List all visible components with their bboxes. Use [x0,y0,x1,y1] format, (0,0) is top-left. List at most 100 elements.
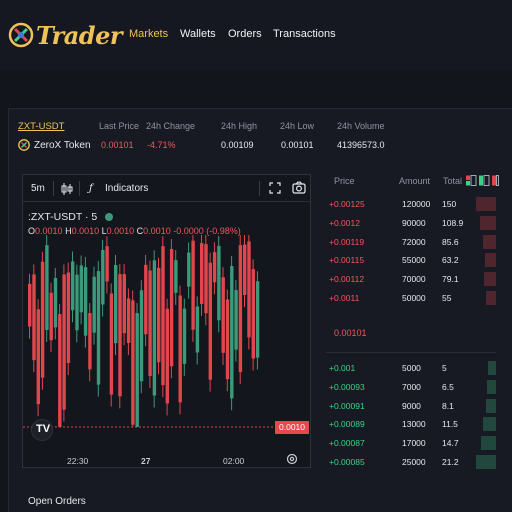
ask-depth-bar [483,272,496,287]
logo-text: Trader [36,20,123,50]
indicators-button[interactable]: Indicators [105,183,149,194]
candle [212,252,217,283]
candle [152,260,157,396]
bid-row[interactable]: +0.00087 17000 14.7 [326,434,496,453]
ask-amount: 70000 [402,274,426,285]
bid-depth-bar [483,417,496,432]
ask-price: +0.00115 [329,255,365,266]
ob-price-header: Price [334,176,355,186]
nav-wallets[interactable]: Wallets [180,28,216,40]
candle [255,281,260,358]
mid-price: 0.00101 [334,328,367,338]
ask-total: 79.1 [442,274,459,285]
ask-price: +0.00125 [329,199,365,209]
bid-depth-bar [480,436,496,451]
ask-row[interactable]: +0.00112 70000 79.1 [326,270,496,289]
candle [83,267,88,336]
low-value: 0.00101 [281,140,314,150]
candle [200,243,204,304]
ask-total: 63.2 [442,255,459,266]
open-value: 0.0010 [35,226,63,236]
settings-icon[interactable] [286,453,298,465]
candle [247,241,251,338]
ask-depth-bar [486,291,496,305]
open-label: O [28,226,36,236]
candle [165,308,169,404]
ask-row[interactable]: +0.0012 90000 108.9 [326,214,496,233]
candle [135,313,139,427]
bid-row[interactable]: +0.00091 9000 8.1 [326,397,496,416]
candle [58,314,62,427]
candle [40,261,45,378]
interval-selector[interactable]: 5m [31,183,45,194]
low-value: 0.0010 [106,226,135,236]
bid-depth-bar [487,379,496,394]
token-icon [18,139,30,151]
high-label: H [65,226,72,236]
candle [204,244,208,314]
x-axis-label: 02:00 [223,456,245,466]
orderbook-view-icons[interactable] [465,175,499,186]
ask-depth-bar [476,197,496,211]
ask-row[interactable]: +0.0011 50000 55 [326,289,496,308]
ask-price: +0.00112 [329,274,365,285]
ask-amount: 55000 [402,255,426,266]
candle [49,292,53,341]
fullscreen-icon[interactable] [269,182,281,194]
nav-transactions[interactable]: Transactions [273,28,336,40]
candle [75,274,79,331]
bid-total: 21.2 [442,457,459,467]
nav-markets[interactable]: Markets [129,28,169,40]
bid-total: 6.5 [442,381,454,392]
ask-amount: 72000 [402,236,426,247]
candle [178,295,182,403]
token-name: ZeroX Token [34,140,91,151]
candle [174,260,178,293]
chart-toolbar: 5m ƒ Indicators [23,175,310,202]
pair-selector[interactable]: ZXT-USDT [18,121,65,132]
bid-price: +0.001 [329,363,356,373]
bid-price: +0.00089 [329,419,365,430]
candle [221,277,225,353]
nav-orders[interactable]: Orders [228,28,262,40]
tradingview-logo[interactable]: TV [31,419,53,441]
logo[interactable]: Trader [8,18,123,52]
bid-row[interactable]: +0.001 5000 5 [326,359,496,378]
candle [191,240,195,330]
bid-amount: 25000 [402,457,426,467]
bid-amount: 7000 [402,381,421,392]
bid-amount: 5000 [402,363,421,373]
bid-price: +0.00087 [329,438,365,449]
candle [66,272,71,364]
change-label: 24h Change [146,121,196,131]
price-chart[interactable]: 5m ƒ Indicators :ZXT-USDT · 5 O0.0010 H0… [22,174,311,468]
logo-icon [8,22,34,48]
tradingview-icon: TV [36,423,51,435]
indicators-icon[interactable]: ƒ [89,183,93,194]
candle [230,266,234,399]
candle [122,274,126,334]
bid-row[interactable]: +0.00093 7000 6.5 [326,378,496,397]
ask-row[interactable]: +0.00125 120000 150 [326,195,496,214]
camera-icon[interactable] [292,181,306,194]
ask-row[interactable]: +0.00115 55000 63.2 [326,251,496,270]
candle [96,271,101,385]
candle [251,269,255,359]
candle-type-icon[interactable] [61,182,73,196]
volume-value: 41396573.0 [337,140,385,150]
ask-total: 85.6 [442,236,459,247]
volume-label: 24h Volume [337,121,385,131]
candle [182,308,187,364]
ask-row[interactable]: +0.00119 72000 85.6 [326,233,496,252]
bid-total: 8.1 [442,400,454,411]
candle [45,245,49,330]
candles-area[interactable] [23,235,310,445]
change-value: -0.0000 (-0.98%) [173,226,241,236]
bid-row[interactable]: +0.00085 25000 21.2 [326,453,496,472]
ask-price: +0.0012 [329,217,360,228]
ask-total: 150 [442,199,457,209]
ask-depth-bar [480,215,496,230]
bid-row[interactable]: +0.00089 13000 11.5 [326,415,496,434]
chart-symbol-text: :ZXT-USDT · 5 [28,211,98,223]
candle [105,246,109,282]
